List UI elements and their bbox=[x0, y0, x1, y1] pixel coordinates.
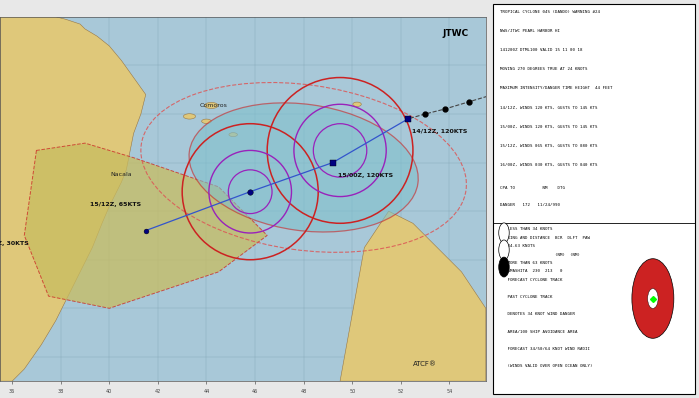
Text: 141200Z DTML100 VALID 15 11 00 18: 141200Z DTML100 VALID 15 11 00 18 bbox=[500, 48, 582, 52]
Text: o  MORE THAN 63 KNOTS: o MORE THAN 63 KNOTS bbox=[500, 261, 552, 265]
Circle shape bbox=[498, 223, 509, 243]
Text: 15/00Z, WINDS 120 KTS, GUSTS TO 145 KTS: 15/00Z, WINDS 120 KTS, GUSTS TO 145 KTS bbox=[500, 125, 597, 129]
Ellipse shape bbox=[189, 103, 418, 232]
Text: o  34-63 KNOTS: o 34-63 KNOTS bbox=[500, 244, 535, 248]
Text: Comoros: Comoros bbox=[200, 103, 228, 108]
Text: 15/12Z, 65KTS: 15/12Z, 65KTS bbox=[89, 202, 141, 207]
Text: 16/00Z, WINDS 030 KTS, GUSTS TO 040 KTS: 16/00Z, WINDS 030 KTS, GUSTS TO 040 KTS bbox=[500, 163, 597, 167]
Text: TROPICAL CYCLONE 04S (DANDO) WARNING #24: TROPICAL CYCLONE 04S (DANDO) WARNING #24 bbox=[500, 10, 600, 14]
Text: PAST CYCLONE TRACK: PAST CYCLONE TRACK bbox=[500, 295, 552, 299]
Text: KATAMASHITA  230  213   0: KATAMASHITA 230 213 0 bbox=[500, 269, 562, 273]
Ellipse shape bbox=[205, 102, 218, 109]
Circle shape bbox=[648, 289, 658, 308]
Text: DENOTES 34 KNOT WIND DANGER: DENOTES 34 KNOT WIND DANGER bbox=[500, 312, 575, 316]
Text: (WINDS VALID OVER OPEN OCEAN ONLY): (WINDS VALID OVER OPEN OCEAN ONLY) bbox=[500, 364, 592, 368]
Text: AREA/100 SHIP AVOIDANCE AREA: AREA/100 SHIP AVOIDANCE AREA bbox=[500, 330, 577, 334]
Text: ATCF®: ATCF® bbox=[413, 361, 438, 367]
Text: DANGER   172   11/24/990: DANGER 172 11/24/990 bbox=[500, 203, 560, 207]
Text: Nacala: Nacala bbox=[110, 172, 132, 177]
Ellipse shape bbox=[229, 133, 238, 137]
Text: MAXIMUM INTENSITY/DANGER TIME HEIGHT  44 FEET: MAXIMUM INTENSITY/DANGER TIME HEIGHT 44 … bbox=[500, 86, 612, 90]
Text: 15/00Z, 120KTS: 15/00Z, 120KTS bbox=[338, 173, 393, 178]
Ellipse shape bbox=[201, 119, 211, 123]
Polygon shape bbox=[24, 143, 267, 308]
FancyBboxPatch shape bbox=[493, 4, 695, 394]
Text: MOVING 270 DEGREES TRUE AT 24 KNOTS: MOVING 270 DEGREES TRUE AT 24 KNOTS bbox=[500, 67, 587, 71]
Text: 14/12Z, 120KTS: 14/12Z, 120KTS bbox=[412, 129, 467, 135]
Text: (NM)  (NM): (NM) (NM) bbox=[500, 253, 579, 257]
Text: 15/12Z, WINDS 065 KTS, GUSTS TO 080 KTS: 15/12Z, WINDS 065 KTS, GUSTS TO 080 KTS bbox=[500, 144, 597, 148]
Text: FORECAST CYCLONE TRACK: FORECAST CYCLONE TRACK bbox=[500, 278, 562, 282]
Text: BEARING AND DISTANCE  BCR  DLFT  PAW: BEARING AND DISTANCE BCR DLFT PAW bbox=[500, 236, 590, 240]
Ellipse shape bbox=[183, 114, 196, 119]
Polygon shape bbox=[340, 211, 486, 381]
Text: NWS/JTWC PEARL HARBOR HI: NWS/JTWC PEARL HARBOR HI bbox=[500, 29, 560, 33]
Text: FORECAST 34/50/64 KNOT WIND RADII: FORECAST 34/50/64 KNOT WIND RADII bbox=[500, 347, 590, 351]
Text: 16/00Z, 30KTS: 16/00Z, 30KTS bbox=[0, 241, 29, 246]
Text: CPA TO           NM    DTG: CPA TO NM DTG bbox=[500, 186, 565, 190]
Circle shape bbox=[632, 259, 674, 338]
Text: JTWC: JTWC bbox=[442, 29, 469, 38]
Ellipse shape bbox=[353, 102, 361, 106]
Text: o  LESS THAN 34 KNOTS: o LESS THAN 34 KNOTS bbox=[500, 227, 552, 231]
Circle shape bbox=[498, 240, 509, 260]
Polygon shape bbox=[0, 17, 146, 381]
Text: 14/12Z, WINDS 120 KTS, GUSTS TO 145 KTS: 14/12Z, WINDS 120 KTS, GUSTS TO 145 KTS bbox=[500, 105, 597, 109]
Circle shape bbox=[498, 257, 509, 277]
